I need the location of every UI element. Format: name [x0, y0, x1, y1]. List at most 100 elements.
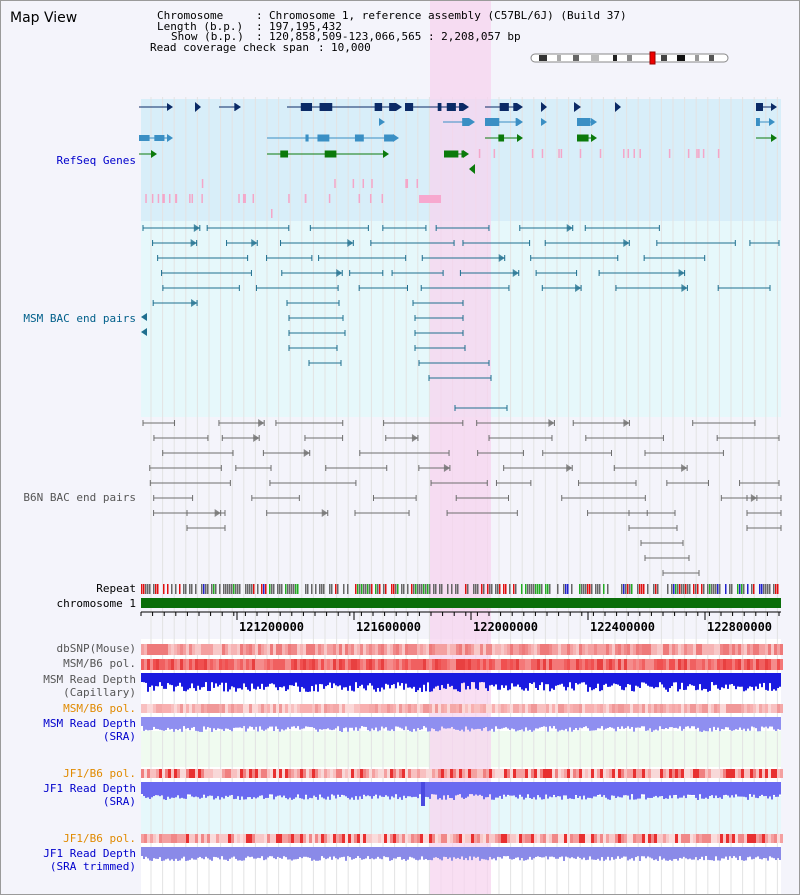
read-depth-bar: [565, 847, 567, 857]
track-label-msm-depth-cap-1[interactable]: MSM Read Depth: [43, 673, 136, 686]
repeat-mark: [287, 584, 289, 594]
heat-strip-cell: [390, 834, 393, 843]
read-depth-bar: [171, 847, 173, 860]
heat-strip-cell: [546, 659, 549, 670]
read-depth-bar: [275, 717, 277, 727]
heat-strip-cell: [366, 659, 369, 670]
read-depth-bar: [409, 717, 411, 732]
read-depth-bar: [605, 673, 607, 684]
read-depth-bar: [643, 782, 645, 795]
heat-strip-cell: [747, 769, 750, 778]
heat-strip-cell: [501, 704, 504, 713]
repeat-mark: [513, 584, 515, 594]
read-depth-bar: [771, 673, 773, 691]
track-label-jf1-b6-pol[interactable]: JF1/B6 pol.: [63, 767, 136, 780]
read-depth-bar: [775, 847, 777, 861]
read-depth-bar: [169, 717, 171, 730]
heat-strip-cell: [435, 834, 438, 843]
read-depth-bar: [267, 782, 269, 798]
track-label-repeat[interactable]: Repeat: [96, 582, 136, 595]
heat-strip-cell: [570, 704, 573, 713]
heat-strip-cell: [717, 704, 720, 713]
read-depth-bar: [201, 782, 203, 798]
repeat-mark: [145, 584, 147, 594]
track-label-dbsnp[interactable]: dbSNP(Mouse): [56, 642, 136, 655]
read-depth-bar: [569, 717, 571, 728]
read-depth-bar: [377, 717, 379, 732]
read-depth-bar: [233, 673, 235, 688]
read-depth-bar: [525, 673, 527, 689]
track-label-jf1-depth-sra-1[interactable]: JF1 Read Depth: [43, 782, 136, 795]
read-depth-bar: [449, 782, 451, 799]
heat-strip-cell: [291, 834, 294, 843]
read-depth-bar: [475, 782, 477, 795]
heat-strip-cell: [327, 659, 330, 670]
read-depth-bar: [491, 847, 493, 860]
read-depth-bar: [559, 847, 561, 858]
track-label-jf1-depth-trim-1[interactable]: JF1 Read Depth: [43, 847, 136, 860]
heat-strip-cell: [234, 659, 237, 670]
read-depth-bar: [251, 717, 253, 727]
heat-strip-cell: [735, 644, 738, 655]
heat-strip-cell: [159, 704, 162, 713]
read-depth-bar: [743, 782, 745, 797]
heat-strip-cell: [762, 834, 765, 843]
heat-strip-cell: [279, 644, 282, 655]
read-depth-bar: [517, 717, 519, 731]
read-depth-bar: [619, 847, 621, 859]
read-depth-bar: [703, 847, 705, 861]
heat-strip-cell: [513, 644, 516, 655]
heat-strip-cell: [393, 769, 396, 778]
read-depth-bar: [253, 847, 255, 859]
heat-strip-cell: [366, 644, 369, 655]
read-depth-bar: [391, 847, 393, 861]
heat-strip-cell: [492, 704, 495, 713]
read-depth-bar: [503, 717, 505, 728]
read-depth-bar: [777, 717, 779, 730]
track-label-jf1-b6-pol-2[interactable]: JF1/B6 pol.: [63, 832, 136, 845]
heat-strip-cell: [753, 769, 756, 778]
read-depth-bar: [369, 673, 371, 684]
gene-exon: [499, 103, 509, 111]
read-depth-bar: [483, 717, 485, 729]
read-depth-bar: [569, 782, 571, 799]
read-depth-bar: [587, 847, 589, 860]
heat-strip-cell: [468, 644, 471, 655]
track-label-msm-b6-pol-2[interactable]: MSM/B6 pol.: [63, 702, 136, 715]
heat-strip-cell: [312, 769, 315, 778]
read-depth-bar: [303, 847, 305, 857]
read-depth-bar: [219, 673, 221, 685]
read-depth-bar: [161, 717, 163, 731]
track-label-msm-depth-sra-1[interactable]: MSM Read Depth: [43, 717, 136, 730]
read-depth-bar: [627, 717, 629, 727]
heat-strip-cell: [417, 644, 420, 655]
heat-strip-cell: [558, 644, 561, 655]
heat-strip-cell: [147, 644, 150, 655]
track-label-msm-b6-pol[interactable]: MSM/B6 pol.: [63, 657, 136, 670]
heat-strip-cell: [537, 644, 540, 655]
read-depth-bar: [471, 673, 473, 683]
bac-end-arrow: [681, 464, 688, 472]
heat-strip-cell: [459, 659, 462, 670]
heat-strip-cell: [756, 834, 759, 843]
read-depth-bar: [455, 847, 457, 859]
heat-strip-cell: [585, 704, 588, 713]
heat-strip-cell: [726, 659, 729, 670]
read-depth-bar: [591, 782, 593, 799]
read-depth-bar: [251, 782, 253, 799]
read-depth-bar: [201, 673, 203, 688]
read-depth-bar: [487, 847, 489, 861]
pseudo-gene-mark: [687, 149, 690, 158]
read-depth-bar: [197, 847, 199, 858]
repeat-mark: [229, 584, 231, 594]
track-label-refseq[interactable]: RefSeq Genes: [56, 154, 136, 167]
read-depth-bar: [719, 847, 721, 861]
heat-strip-cell: [156, 659, 159, 670]
heat-strip-cell: [432, 769, 435, 778]
heat-strip-cell: [435, 704, 438, 713]
repeat-mark: [191, 584, 193, 594]
track-label-msm-bac[interactable]: MSM BAC end pairs: [23, 312, 136, 325]
heat-strip-cell: [582, 834, 585, 843]
read-depth-bar: [733, 782, 735, 798]
track-label-b6n-bac[interactable]: B6N BAC end pairs: [23, 491, 136, 504]
